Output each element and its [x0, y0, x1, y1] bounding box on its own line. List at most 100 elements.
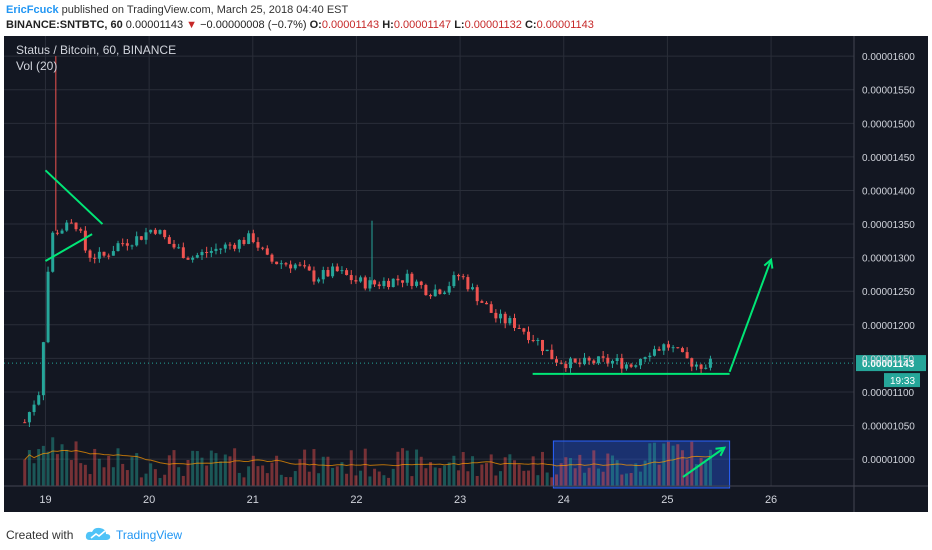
- volume-bar: [279, 474, 283, 486]
- triangle-upper-line[interactable]: [44, 169, 104, 225]
- candle-body: [606, 357, 610, 364]
- volume-bar: [620, 474, 624, 486]
- candle-body: [573, 358, 577, 363]
- y-tick-label: 0.00001450: [862, 153, 915, 164]
- volume-bar: [74, 441, 78, 486]
- candle-body: [153, 229, 157, 234]
- l-value: 0.00001132: [464, 19, 522, 31]
- volume-bar: [340, 462, 344, 486]
- x-tick-label: 24: [558, 494, 570, 506]
- volume-bar: [685, 459, 689, 486]
- volume-bar: [181, 475, 185, 486]
- volume-bar: [466, 471, 470, 486]
- volume-bar: [177, 467, 181, 486]
- volume-bar: [27, 450, 31, 486]
- volume-bar: [652, 442, 656, 486]
- x-tick-label: 25: [661, 494, 673, 506]
- volume-bar: [480, 464, 484, 486]
- candle-body: [298, 264, 302, 266]
- x-tick-label: 20: [143, 494, 155, 506]
- candle-body: [652, 349, 656, 356]
- x-tick-label: 21: [247, 494, 259, 506]
- volume-bar: [550, 477, 554, 486]
- volume-arrow[interactable]: [682, 446, 726, 478]
- y-tick-label: 0.00001200: [862, 321, 915, 332]
- volume-bar: [666, 441, 670, 486]
- author-link[interactable]: EricFcuck: [6, 4, 59, 16]
- volume-bar: [578, 454, 582, 486]
- candle-body: [233, 244, 237, 249]
- candle-body: [270, 254, 274, 262]
- volume-bar: [303, 449, 307, 486]
- volume-bar: [345, 473, 349, 486]
- volume-bar: [676, 444, 680, 486]
- tradingview-cloud-icon: [85, 527, 111, 540]
- candle-body: [662, 344, 666, 351]
- candle-body: [461, 276, 465, 278]
- candle-body: [638, 358, 642, 366]
- volume-bar: [699, 457, 703, 486]
- volume-bar: [242, 477, 246, 486]
- volume-bar: [307, 471, 311, 486]
- chart-area[interactable]: 0.00001143 19:33 0.00001600 0.00001550 0.00…: [4, 36, 928, 512]
- volume-bar: [419, 456, 423, 486]
- volume-bar: [373, 468, 377, 486]
- candle-body: [480, 301, 484, 303]
- volume-bar: [93, 448, 97, 486]
- volume-bar: [317, 473, 321, 486]
- candle-body: [452, 275, 456, 287]
- candle-body: [559, 362, 563, 364]
- volume-bar: [559, 463, 563, 486]
- volume-ma-line: [24, 449, 711, 467]
- candle-body: [326, 270, 330, 277]
- volume-bar: [624, 473, 628, 486]
- candle-body: [550, 349, 554, 360]
- candle-body: [125, 243, 129, 246]
- volume-bar: [195, 451, 199, 486]
- volume-bar: [214, 453, 218, 486]
- volume-bar: [382, 475, 386, 486]
- tradingview-brand[interactable]: TradingView: [116, 528, 183, 542]
- candle-body: [615, 358, 619, 362]
- volume-bar: [680, 450, 684, 486]
- volume-bar: [541, 451, 545, 486]
- volume-bar: [163, 474, 167, 486]
- candle-body: [699, 364, 703, 369]
- volume-bar: [634, 463, 638, 486]
- volume-bar: [205, 465, 209, 486]
- candle-body: [387, 280, 391, 288]
- triangle-lower-line[interactable]: [44, 233, 93, 262]
- breakout-arrow[interactable]: [728, 259, 773, 373]
- candle-body: [317, 279, 321, 282]
- candle-body: [457, 275, 461, 277]
- volume-bar: [424, 468, 428, 486]
- y-tick-label: 0.00001350: [862, 220, 915, 231]
- candle-body: [592, 360, 596, 364]
- volume-bar: [429, 462, 433, 486]
- candle-body: [564, 363, 568, 369]
- price-tag-bg: [856, 355, 926, 372]
- h-value: 0.00001147: [393, 19, 452, 31]
- volume-bar: [335, 466, 339, 486]
- change-text: −0.00000008 (−0.7%): [200, 19, 307, 31]
- candle-body: [391, 278, 395, 288]
- volume-bar: [223, 454, 227, 486]
- candle-body: [55, 232, 59, 234]
- volume-bar: [643, 460, 647, 486]
- candle-body: [219, 248, 223, 250]
- candle-body: [475, 287, 479, 302]
- volume-bar: [601, 471, 605, 486]
- candle-body: [368, 280, 372, 289]
- volume-bar: [704, 462, 708, 486]
- chart-svg[interactable]: 0.00001143 19:33 0.00001600 0.00001550 0.00…: [4, 36, 928, 512]
- countdown-bg: [884, 373, 920, 388]
- y-tick-label: 0.00001150: [862, 354, 915, 365]
- candle-body: [494, 312, 498, 319]
- published-text: published on TradingView.com, March 25, …: [61, 4, 349, 16]
- volume-bar: [251, 455, 255, 486]
- candle-body: [610, 361, 614, 364]
- volume-bar: [368, 476, 372, 486]
- volume-bar: [32, 463, 36, 486]
- candle-body: [620, 358, 624, 369]
- candle-body: [629, 364, 633, 367]
